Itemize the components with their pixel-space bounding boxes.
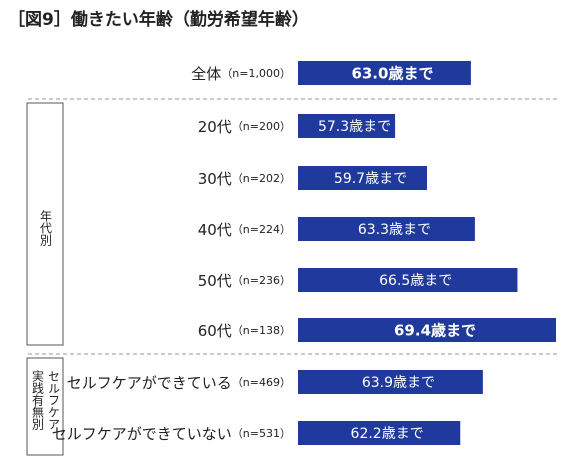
bar — [298, 268, 518, 292]
category-name: セルフケアができていない — [52, 425, 232, 443]
bar — [298, 421, 461, 445]
category-name: 50代 — [198, 272, 232, 290]
category-label: 50代（n=236） — [198, 272, 291, 290]
group-box — [26, 102, 64, 346]
sample-size: （n=200） — [232, 120, 291, 133]
value-label: 59.7歳まで — [334, 171, 407, 187]
category-name: 全体 — [191, 65, 221, 83]
value-label: 63.9歳まで — [362, 375, 435, 391]
group-box — [26, 357, 64, 456]
bar — [298, 61, 471, 85]
category-label: セルフケアができていない（n=531） — [52, 425, 291, 443]
value-label: 62.2歳まで — [351, 426, 424, 442]
category-label: 30代（n=202） — [198, 170, 291, 188]
category-name: セルフケアができている — [67, 374, 232, 392]
bar — [298, 370, 483, 394]
category-label: 全体（n=1,000） — [191, 65, 291, 83]
sample-size: （n=469） — [232, 376, 291, 389]
category-label: セルフケアができている（n=469） — [67, 374, 291, 392]
group-label: セルフケア — [47, 370, 61, 430]
category-name: 30代 — [198, 170, 232, 188]
category-name: 20代 — [198, 118, 232, 136]
category-label: 20代（n=200） — [198, 118, 291, 136]
value-label: 57.3歳まで — [318, 119, 391, 135]
sample-size: （n=138） — [232, 324, 291, 337]
sample-size: （n=1,000） — [221, 67, 291, 80]
value-label: 66.5歳まで — [379, 273, 452, 289]
category-name: 60代 — [198, 322, 232, 340]
value-label: 63.0歳まで — [351, 65, 433, 83]
chart-title: ［図9］働きたい年齢（勤労希望年齢） — [8, 9, 309, 30]
category-label: 40代（n=224） — [198, 221, 291, 239]
value-label: 63.3歳まで — [358, 222, 431, 238]
sample-size: （n=202） — [232, 172, 291, 185]
bar — [298, 318, 557, 342]
bar — [298, 114, 396, 138]
sample-size: （n=531） — [232, 427, 291, 440]
group-label: 実践有無別 — [31, 369, 45, 431]
sample-size: （n=236） — [232, 274, 291, 287]
group-label: 年代別 — [39, 210, 53, 247]
bar — [298, 166, 428, 190]
bar — [298, 217, 475, 241]
sample-size: （n=224） — [232, 223, 291, 236]
category-label: 60代（n=138） — [198, 322, 291, 340]
category-name: 40代 — [198, 221, 232, 239]
value-label: 69.4歳まで — [394, 322, 476, 340]
